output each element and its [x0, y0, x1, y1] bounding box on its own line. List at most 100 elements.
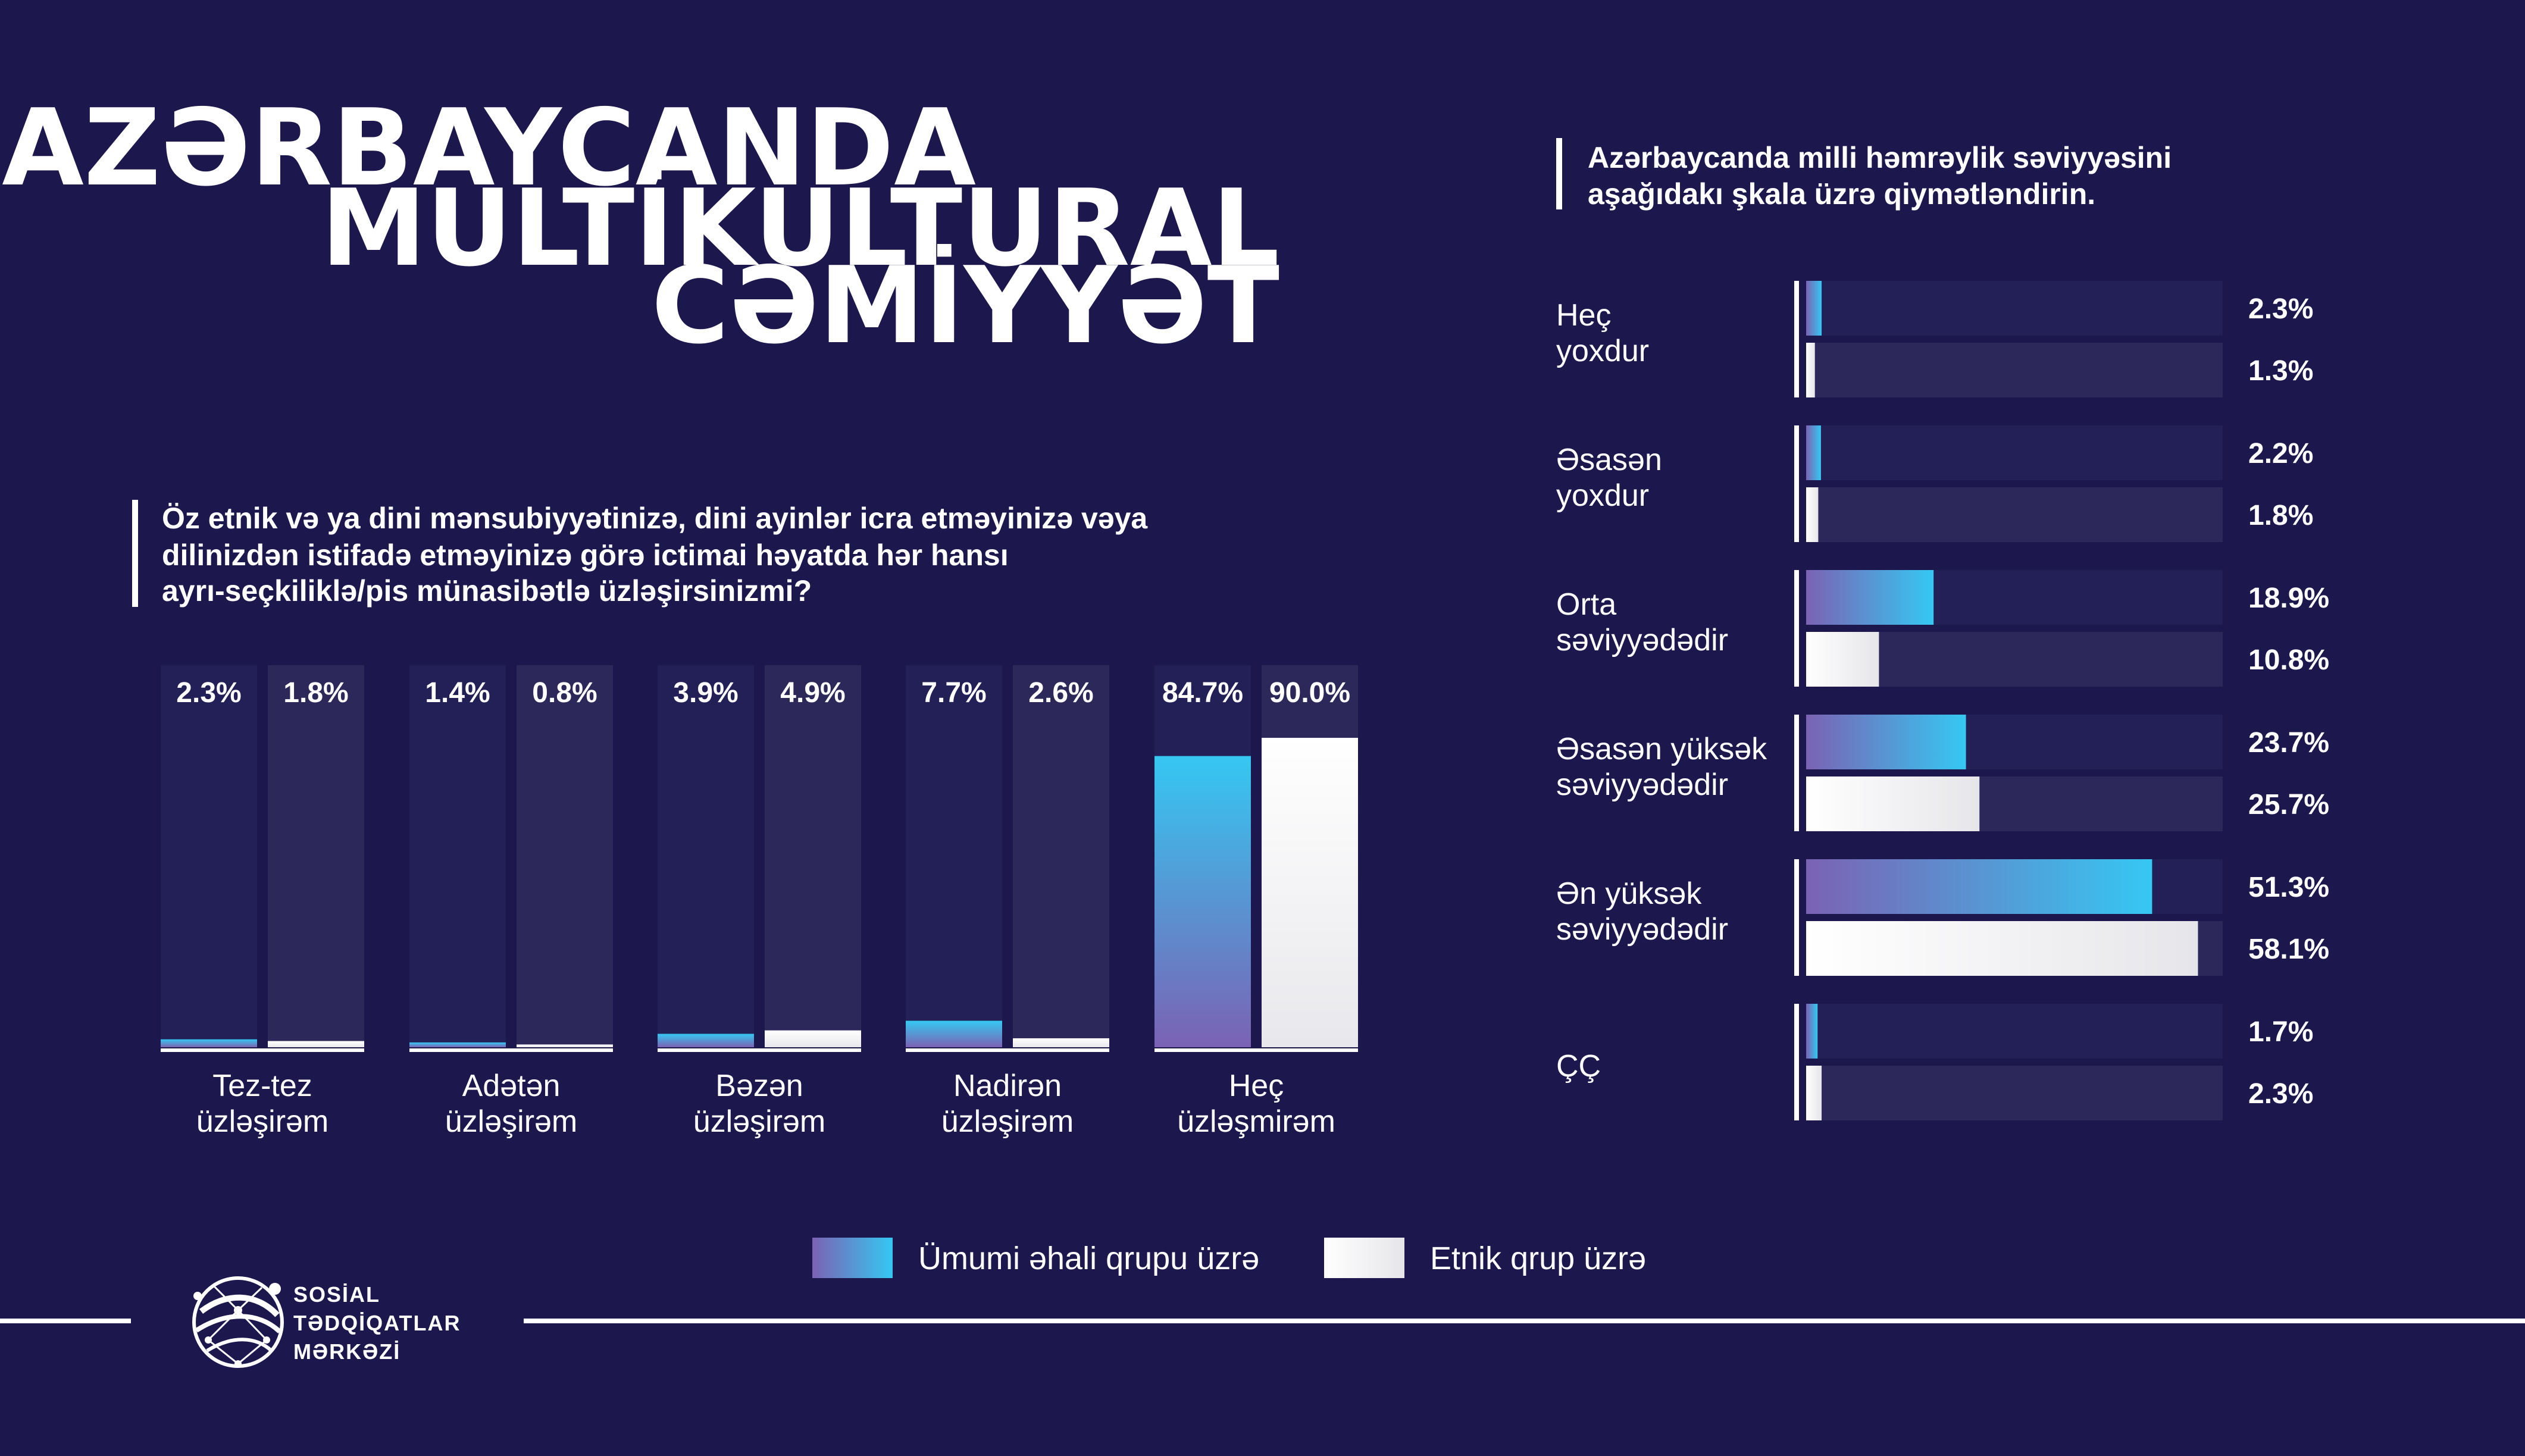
bar-track [1806, 1004, 2223, 1059]
data-label: 2.6% [1028, 677, 1093, 709]
category-label: üzləşirəm [196, 1104, 329, 1139]
bar-track [1806, 425, 2223, 480]
data-label: 23.7% [2248, 727, 2329, 759]
bar-track [1806, 343, 2223, 397]
axis-line [1794, 1004, 1799, 1120]
data-label: 7.7% [921, 677, 986, 709]
category-label: Ən yüksək [1556, 876, 1702, 911]
data-label: 4.9% [780, 677, 845, 709]
category-label: Nadirən [953, 1069, 1062, 1103]
category-label: səviyyədədir [1556, 912, 1728, 947]
bar [1806, 281, 1822, 336]
axis-line [1794, 715, 1799, 831]
category-label: Heç [1556, 298, 1611, 333]
logo: SOSİAL TƏDQİQATLAR MƏRKƏZİ [192, 1276, 461, 1368]
data-label: 3.9% [673, 677, 738, 709]
bar-track [658, 665, 754, 1047]
bar [1806, 1004, 1818, 1059]
data-label: 51.3% [2248, 872, 2329, 903]
bar [658, 1034, 754, 1047]
data-label: 1.4% [425, 677, 490, 709]
baseline [658, 1048, 861, 1052]
bar [1262, 737, 1358, 1047]
legend-label-general: Ümumi əhali qrupu üzrə [918, 1241, 1259, 1276]
legend: Ümumi əhali qrupu üzrə Etnik qrup üzrə [812, 1238, 1646, 1278]
bar [1806, 715, 1966, 769]
category-label: Orta [1556, 587, 1616, 622]
bar-track [409, 665, 506, 1047]
footer-line-left [0, 1319, 131, 1323]
bar [1154, 756, 1251, 1047]
bar [765, 1030, 861, 1047]
bar [1806, 776, 1980, 831]
category-label: səviyyədədir [1556, 623, 1728, 657]
right-question-accent-bar [1556, 138, 1562, 209]
left-question-line-2: dilinizdən istifadə etməyinizə görə icti… [162, 538, 1009, 572]
horizontal-bar-chart: 2.3%1.3%Heçyoxdur2.2%1.8%Əsasənyoxdur18.… [1556, 281, 2329, 1120]
data-label: 25.7% [2248, 789, 2329, 821]
data-label: 58.1% [2248, 934, 2329, 965]
data-label: 1.8% [283, 677, 348, 709]
category-label: Tez-tez [212, 1069, 312, 1103]
legend-swatch-ethnic [1324, 1238, 1404, 1278]
data-label: 1.7% [2248, 1016, 2313, 1048]
left-question-line-3: ayrı-seçkiliklə/pis münasibətlə üzləşirs… [162, 574, 812, 608]
bar [1806, 859, 2152, 914]
data-label: 2.3% [2248, 1078, 2313, 1110]
baseline [906, 1048, 1109, 1052]
logo-text-line-1: SOSİAL [293, 1282, 380, 1307]
axis-line [1794, 281, 1799, 397]
bar-track [1806, 281, 2223, 336]
baseline [1154, 1048, 1358, 1052]
data-label: 2.3% [2248, 293, 2313, 325]
left-question-line-1: Öz etnik və ya dini mənsubiyyətinizə, di… [162, 502, 1148, 535]
bar [409, 1042, 506, 1047]
category-label: Bəzən [715, 1069, 803, 1103]
category-label: yoxdur [1556, 478, 1649, 513]
bar [161, 1039, 257, 1047]
bar-track [517, 665, 613, 1047]
data-label: 1.8% [2248, 500, 2313, 531]
title-line-2: MULTİKULTURAL [321, 166, 1279, 290]
bar [906, 1020, 1002, 1047]
legend-swatch-general [812, 1238, 893, 1278]
bar [1806, 570, 1934, 625]
category-label: Əsasən yüksək [1556, 732, 1767, 766]
bar-track [161, 665, 257, 1047]
axis-line [1794, 425, 1799, 542]
bar-track [765, 665, 861, 1047]
data-label: 2.3% [176, 677, 241, 709]
title-line-1: AZƏRBAYCANDA [2, 86, 976, 209]
category-label: Heç [1229, 1069, 1284, 1103]
category-label: üzləşirəm [693, 1104, 826, 1139]
bar-track [1013, 665, 1109, 1047]
axis-line [1794, 859, 1799, 976]
logo-globe-icon [192, 1276, 284, 1368]
bar [1806, 487, 1819, 542]
bar [517, 1044, 613, 1047]
category-label: ÇÇ [1556, 1049, 1601, 1084]
category-label: üzləşirəm [445, 1104, 578, 1139]
bar [1806, 632, 1879, 687]
left-question: Öz etnik və ya dini mənsubiyyətinizə, di… [132, 500, 1148, 608]
right-question-line-2: aşağıdakı şkala üzrə qiymətləndirin. [1588, 177, 2095, 211]
logo-text-line-2: TƏDQİQATLAR [293, 1311, 461, 1335]
bar [1806, 1066, 1822, 1120]
logo-text-line-3: MƏRKƏZİ [293, 1339, 401, 1364]
data-label: 1.3% [2248, 355, 2313, 387]
bar-track [268, 665, 364, 1047]
right-question-line-1: Azərbaycanda milli həmrəylik səviyyəsini [1588, 141, 2172, 174]
bar-track [1806, 1066, 2223, 1120]
bar-track [1806, 487, 2223, 542]
main-title: AZƏRBAYCANDA MULTİKULTURAL CƏMİYYƏT [2, 86, 1279, 367]
bar [1806, 425, 1821, 480]
bar-track [906, 665, 1002, 1047]
left-question-accent-bar [132, 500, 138, 607]
data-label: 0.8% [532, 677, 597, 709]
bar [1806, 921, 2198, 976]
bar [1013, 1038, 1109, 1047]
category-label: səviyyədədir [1556, 768, 1728, 802]
